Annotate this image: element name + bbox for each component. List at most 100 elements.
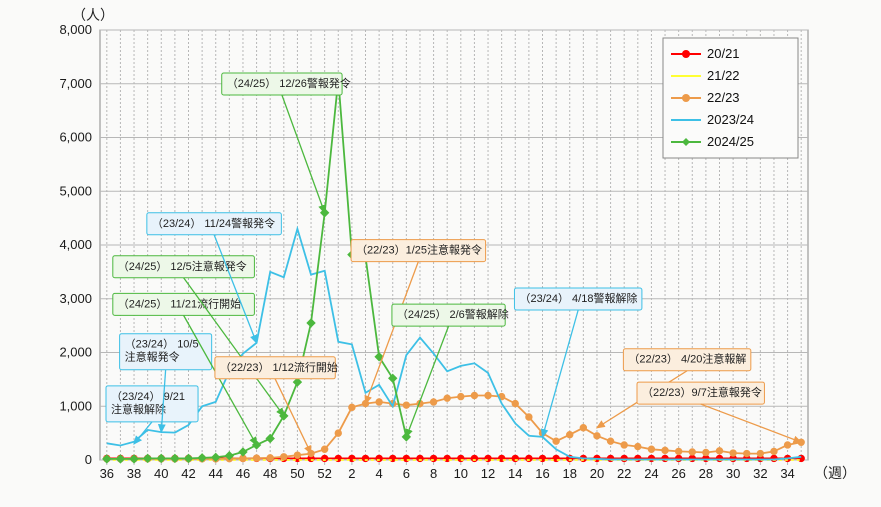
callout-text: （23/24） 10/5	[125, 338, 199, 351]
y-tick-label: 7,000	[59, 76, 92, 91]
y-tick-label: 8,000	[59, 22, 92, 37]
x-tick-label: 24	[644, 466, 658, 481]
callout-arrow	[701, 404, 801, 442]
callout-arrow	[184, 315, 257, 445]
x-tick-label: 6	[403, 466, 410, 481]
x-tick-label: 40	[154, 466, 168, 481]
y-axis-label: （人）	[72, 7, 114, 23]
callout-arrow	[214, 235, 256, 343]
y-tick-label: 5,000	[59, 183, 92, 198]
y-tick-label: 6,000	[59, 130, 92, 145]
series-marker	[335, 430, 341, 436]
y-tick-label: 0	[85, 452, 92, 467]
y-tick-label: 2,000	[59, 345, 92, 360]
series-marker	[512, 400, 518, 406]
series-marker	[321, 446, 327, 452]
series-marker	[567, 432, 573, 438]
series-marker	[784, 442, 790, 448]
callout-arrow	[406, 326, 448, 437]
series-marker	[349, 404, 355, 410]
series-marker	[607, 438, 613, 444]
legend-label: 2023/24	[707, 112, 754, 127]
callout-text: （24/25） 2/6警報解除	[397, 307, 509, 321]
series-marker	[703, 449, 709, 455]
x-tick-label: 32	[753, 466, 767, 481]
series-marker	[621, 442, 627, 448]
series-marker	[662, 447, 668, 453]
series-marker	[675, 448, 681, 454]
series-marker	[594, 433, 600, 439]
series-marker	[635, 443, 641, 449]
series-marker	[458, 393, 464, 399]
x-tick-label: 50	[290, 466, 304, 481]
x-tick-label: 42	[181, 466, 195, 481]
x-tick-label: 30	[726, 466, 740, 481]
series-marker	[281, 454, 287, 460]
x-tick-label: 38	[127, 466, 141, 481]
series-marker	[471, 392, 477, 398]
series-marker	[430, 399, 436, 405]
callout-text: （22/23）1/25注意報発令	[356, 243, 482, 257]
callout-text: （22/23） 1/12流行開始	[220, 360, 338, 374]
callout-text: 注意報解除	[111, 402, 166, 416]
series-marker	[553, 438, 559, 444]
series-marker	[485, 392, 491, 398]
series-marker	[744, 450, 750, 456]
x-tick-label: 44	[208, 466, 222, 481]
series-marker	[239, 448, 247, 456]
callout-text: （24/25） 11/21流行開始	[118, 296, 241, 310]
x-tick-label: 52	[317, 466, 331, 481]
callout-text: 注意報発令	[125, 350, 180, 364]
series-marker	[267, 455, 273, 461]
series-22-23	[107, 396, 801, 459]
x-tick-label: 28	[699, 466, 713, 481]
x-tick-label: 8	[430, 466, 437, 481]
x-tick-label: 48	[263, 466, 277, 481]
chart-container: 0 1,000 2,000 3,000 4,000 5,000 6,000 7,000 8,00…	[0, 0, 881, 507]
x-axis-label: （週）	[814, 465, 856, 481]
series-marker	[403, 402, 409, 408]
callout-text: （24/25） 12/5注意報発令	[118, 259, 247, 273]
callout-text: （24/25） 12/26警報発令	[227, 76, 351, 90]
series-marker	[444, 395, 450, 401]
legend-label: 2024/25	[707, 134, 754, 149]
series-marker	[376, 399, 382, 405]
callout-text: （23/24） 4/18警報解除	[519, 291, 637, 305]
legend-label: 22/23	[707, 90, 740, 105]
callout-text: （23/24） 11/24警報発令	[152, 216, 275, 230]
series-marker	[757, 450, 763, 456]
x-tick-label: 36	[100, 466, 114, 481]
x-tick-label: 2	[348, 466, 355, 481]
callout-text: （22/23）9/7注意報発令	[642, 385, 762, 399]
x-tick-label: 14	[508, 466, 522, 481]
series-marker	[294, 452, 300, 458]
legend-label: 21/22	[707, 68, 740, 83]
x-tick-label: 4	[375, 466, 382, 481]
series-marker	[526, 414, 532, 420]
x-tick-label: 20	[590, 466, 604, 481]
callout-text: （23/24） 9/21	[111, 390, 185, 403]
series-marker	[730, 450, 736, 456]
legend-label: 20/21	[707, 46, 740, 61]
series-marker	[253, 455, 259, 461]
series-marker	[307, 319, 315, 327]
series-marker	[689, 449, 695, 455]
x-tick-label: 10	[454, 466, 468, 481]
chart-svg: 0 1,000 2,000 3,000 4,000 5,000 6,000 7,000 8,00…	[0, 0, 881, 507]
callout-arrow	[134, 422, 152, 444]
series-marker	[716, 448, 722, 454]
x-tick-label: 34	[780, 466, 794, 481]
series-marker	[771, 448, 777, 454]
x-tick-label: 46	[236, 466, 250, 481]
callout-text: （22/23） 4/20注意報解	[628, 352, 746, 366]
x-tick-label: 18	[562, 466, 576, 481]
callout-arrow	[282, 95, 325, 213]
y-tick-label: 1,000	[59, 398, 92, 413]
x-tick-label: 26	[671, 466, 685, 481]
x-tick-label: 12	[481, 466, 495, 481]
y-tick-label: 4,000	[59, 237, 92, 252]
series-marker	[266, 435, 274, 443]
x-tick-label: 16	[535, 466, 549, 481]
series-marker	[580, 425, 586, 431]
y-tick-label: 3,000	[59, 291, 92, 306]
